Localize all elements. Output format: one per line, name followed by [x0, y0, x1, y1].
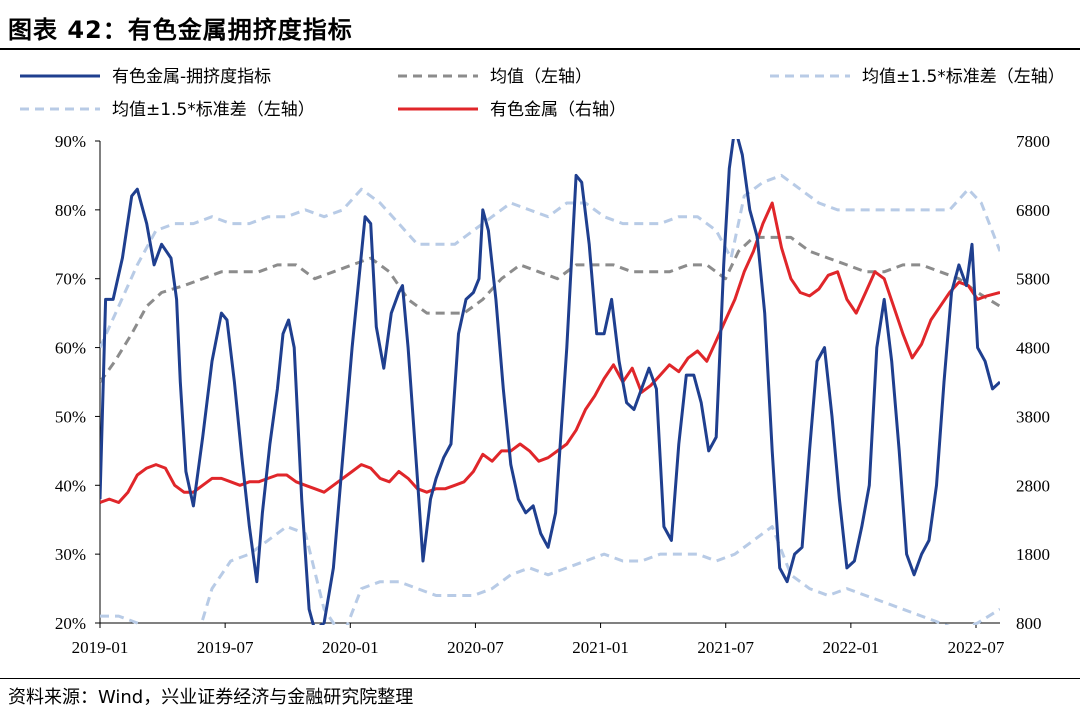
y-right-tick-label: 6800: [1016, 201, 1050, 220]
y-left-tick-label: 60%: [55, 339, 86, 358]
y-right-tick-label: 3800: [1016, 407, 1050, 426]
series-line-1: [100, 235, 1000, 383]
series-line-2: [100, 173, 1000, 349]
legend-label: 均值±1.5*标准差（左轴）: [862, 67, 1065, 87]
y-left-tick-label: 20%: [55, 614, 86, 633]
y-left-tick-label: 80%: [55, 201, 86, 220]
y-left-tick-label: 70%: [55, 270, 86, 289]
x-tick-label: 2021-07: [697, 638, 754, 657]
x-tick-label: 2019-07: [197, 638, 254, 657]
y-right-tick-label: 5800: [1016, 270, 1050, 289]
series-line-0: [100, 139, 1000, 625]
y-left-tick-label: 30%: [55, 545, 86, 564]
figure-title: 图表 42：有色金属拥挤度指标: [8, 16, 353, 44]
y-right-tick-label: 7800: [1016, 132, 1050, 151]
y-right-tick-label: 1800: [1016, 545, 1050, 564]
x-tick-label: 2019-01: [72, 638, 129, 657]
x-tick-label: 2020-07: [447, 638, 504, 657]
series-line-4: [100, 201, 1000, 504]
source-rule: [0, 678, 1080, 679]
legend-label: 有色金属-拥挤度指标: [112, 67, 271, 87]
source-note: 资料来源：Wind，兴业证券经济与金融研究院整理: [8, 687, 414, 708]
y-right-tick-label: 800: [1016, 614, 1042, 633]
x-tick-label: 2022-07: [948, 638, 1005, 657]
y-right-tick-label: 4800: [1016, 339, 1050, 358]
x-tick-label: 2020-01: [322, 638, 379, 657]
legend-label: 有色金属（右轴）: [490, 100, 626, 120]
y-left-tick-label: 90%: [55, 132, 86, 151]
y-left-tick-label: 40%: [55, 476, 86, 495]
x-tick-label: 2022-01: [823, 638, 880, 657]
y-right-tick-label: 2800: [1016, 476, 1050, 495]
series-line-3: [100, 525, 1000, 625]
legend-label: 均值±1.5*标准差（左轴）: [112, 100, 315, 120]
title-rule: [0, 48, 1080, 50]
x-tick-label: 2021-01: [572, 638, 629, 657]
y-left-tick-label: 50%: [55, 407, 86, 426]
plot-area: [100, 139, 1000, 625]
legend-label: 均值（左轴）: [490, 67, 592, 87]
